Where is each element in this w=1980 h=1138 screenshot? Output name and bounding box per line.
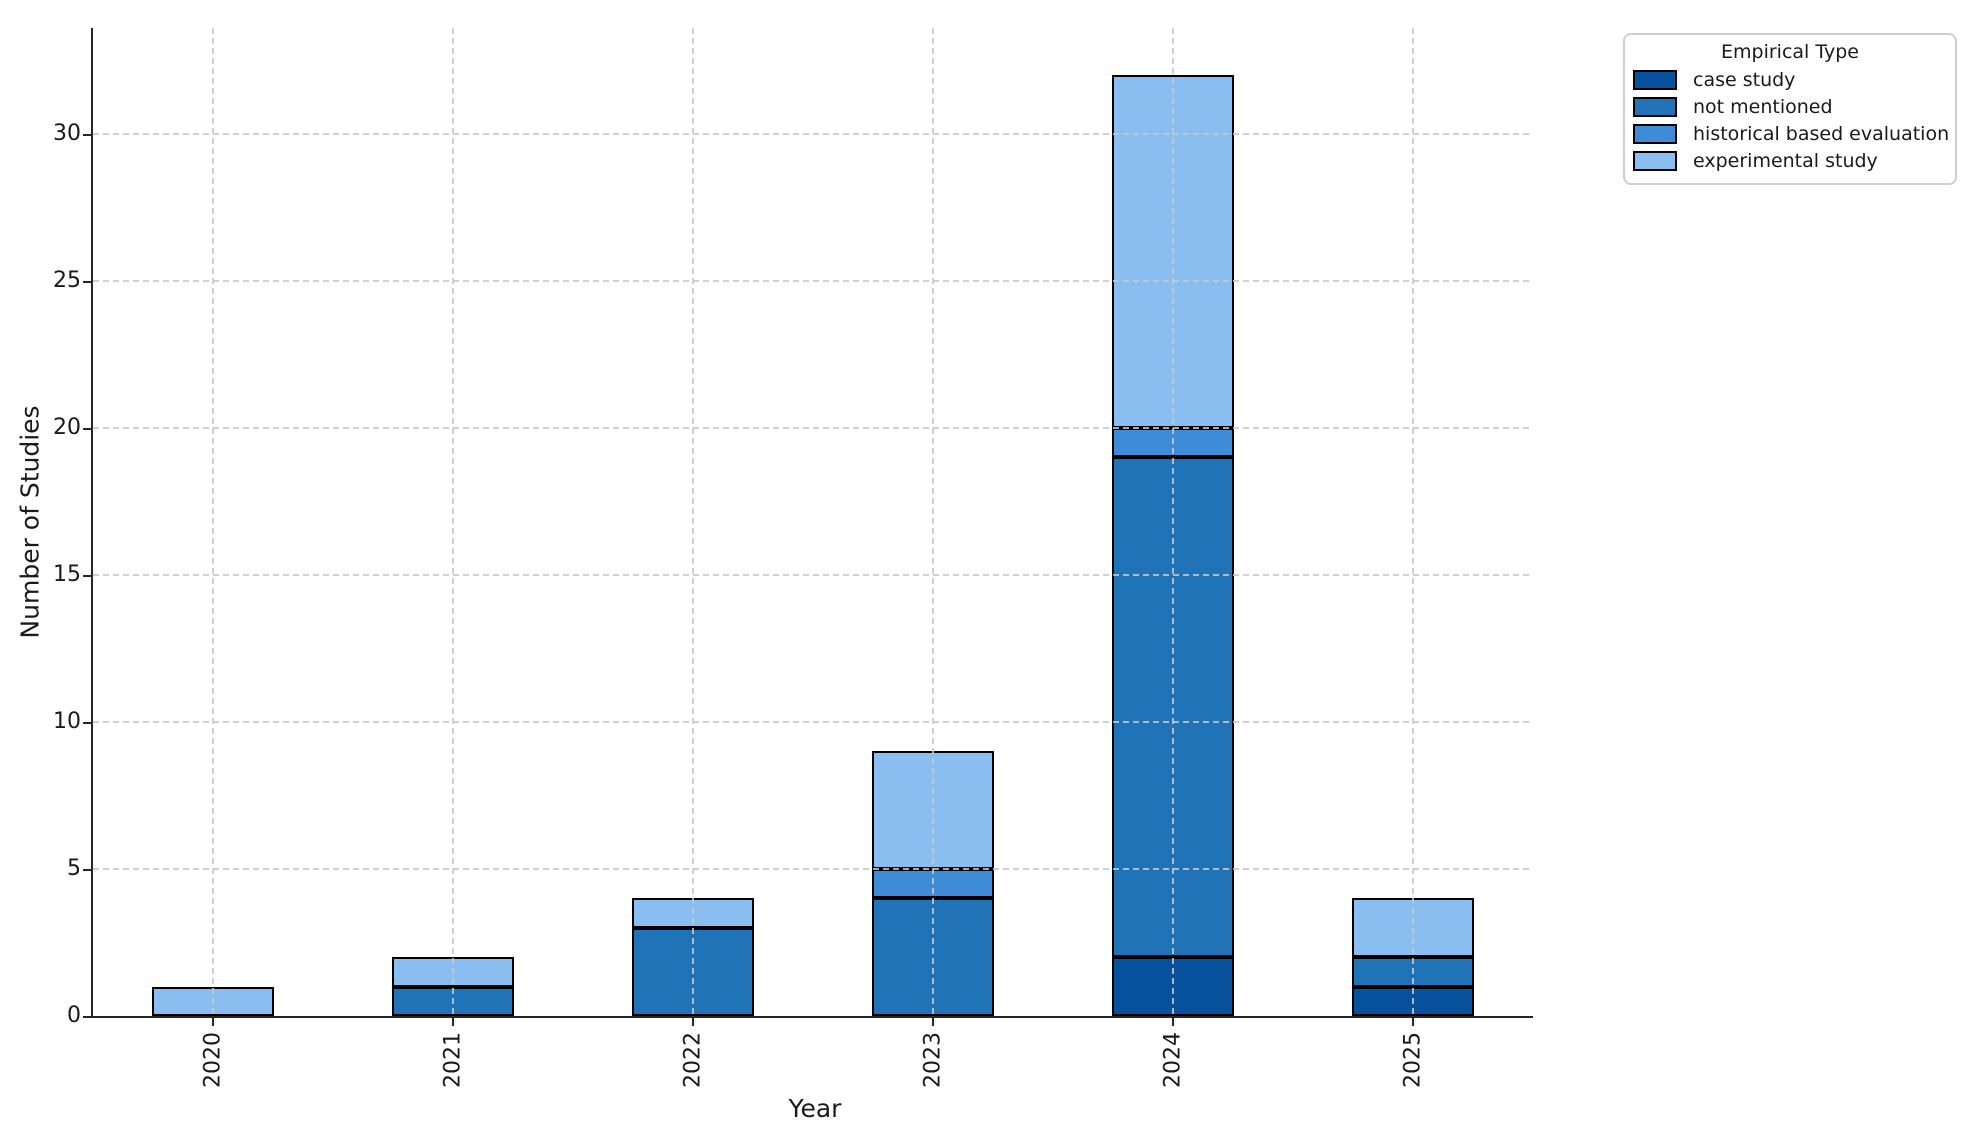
x-tick-mark (1172, 1018, 1174, 1026)
x-tick-mark (692, 1018, 694, 1026)
x-tick-label: 2020 (200, 1032, 226, 1088)
bar-segment (392, 957, 514, 987)
y-tick-mark (83, 133, 91, 136)
x-tick-label: 2023 (920, 1032, 946, 1088)
x-tick-mark (452, 1018, 454, 1026)
x-tick-mark (212, 1018, 214, 1026)
bar-segment (1112, 457, 1234, 958)
x-axis-spine (91, 1016, 1533, 1018)
x-axis-title: Year (788, 1094, 842, 1123)
legend-label: not mentioned (1693, 95, 1833, 118)
bar-segment (152, 986, 274, 1016)
bar-segment (872, 898, 994, 1016)
horizontal-gridline (93, 279, 1533, 282)
legend-title: Empirical Type (1721, 41, 1859, 63)
legend-swatch-case-study (1633, 69, 1677, 90)
legend-swatch-not-mentioned (1633, 96, 1677, 117)
horizontal-gridline (93, 573, 1533, 576)
y-tick-label: 5 (67, 855, 81, 881)
legend-item: not mentioned (1625, 93, 1955, 120)
legend-item: historical based evaluation (1625, 120, 1955, 147)
bar-segment (1112, 957, 1234, 1016)
y-tick-mark (83, 721, 91, 724)
vertical-gridline (1412, 28, 1414, 1016)
y-tick-label: 10 (53, 708, 81, 734)
bar-segment (632, 927, 754, 1016)
y-tick-label: 15 (53, 561, 81, 587)
bar-segment (1352, 986, 1474, 1016)
legend-label: historical based evaluation (1693, 122, 1950, 145)
horizontal-gridline (93, 132, 1533, 135)
bar-segment (632, 898, 754, 928)
x-tick-mark (1412, 1018, 1414, 1026)
y-tick-label: 25 (53, 267, 81, 293)
horizontal-gridline (93, 720, 1533, 723)
x-tick-label: 2025 (1400, 1032, 1426, 1088)
legend-label: experimental study (1693, 149, 1878, 172)
y-tick-mark (83, 427, 91, 430)
legend: Empirical Type case study not mentioned … (1623, 33, 1957, 185)
bar-segment (1112, 75, 1234, 428)
x-tick-mark (932, 1018, 934, 1026)
bar-segment (872, 868, 994, 899)
x-tick-label: 2024 (1160, 1032, 1186, 1088)
bar-segment (1352, 957, 1474, 987)
legend-item: case study (1625, 66, 1955, 93)
x-tick-label: 2022 (680, 1032, 706, 1088)
y-axis-spine (91, 28, 93, 1018)
y-tick-mark (83, 280, 91, 283)
legend-label: case study (1693, 68, 1796, 91)
vertical-gridline (692, 28, 694, 1016)
legend-swatch-historical-based-evaluation (1633, 123, 1677, 144)
bar-segment (392, 986, 514, 1016)
legend-swatch-experimental-study (1633, 150, 1677, 171)
horizontal-gridline (93, 426, 1533, 429)
y-tick-label: 0 (67, 1003, 81, 1028)
y-tick-label: 20 (53, 414, 81, 440)
y-tick-mark (83, 574, 91, 577)
y-tick-mark (83, 1016, 91, 1018)
x-tick-label: 2021 (440, 1032, 466, 1088)
vertical-gridline (212, 28, 214, 1016)
vertical-gridline (452, 28, 454, 1016)
bar-segment (1352, 898, 1474, 958)
legend-item: experimental study (1625, 147, 1955, 174)
bar-segment (872, 751, 994, 869)
y-tick-mark (83, 868, 91, 871)
horizontal-gridline (93, 867, 1533, 870)
bar-segment (1112, 427, 1234, 458)
y-tick-label: 30 (53, 120, 81, 146)
